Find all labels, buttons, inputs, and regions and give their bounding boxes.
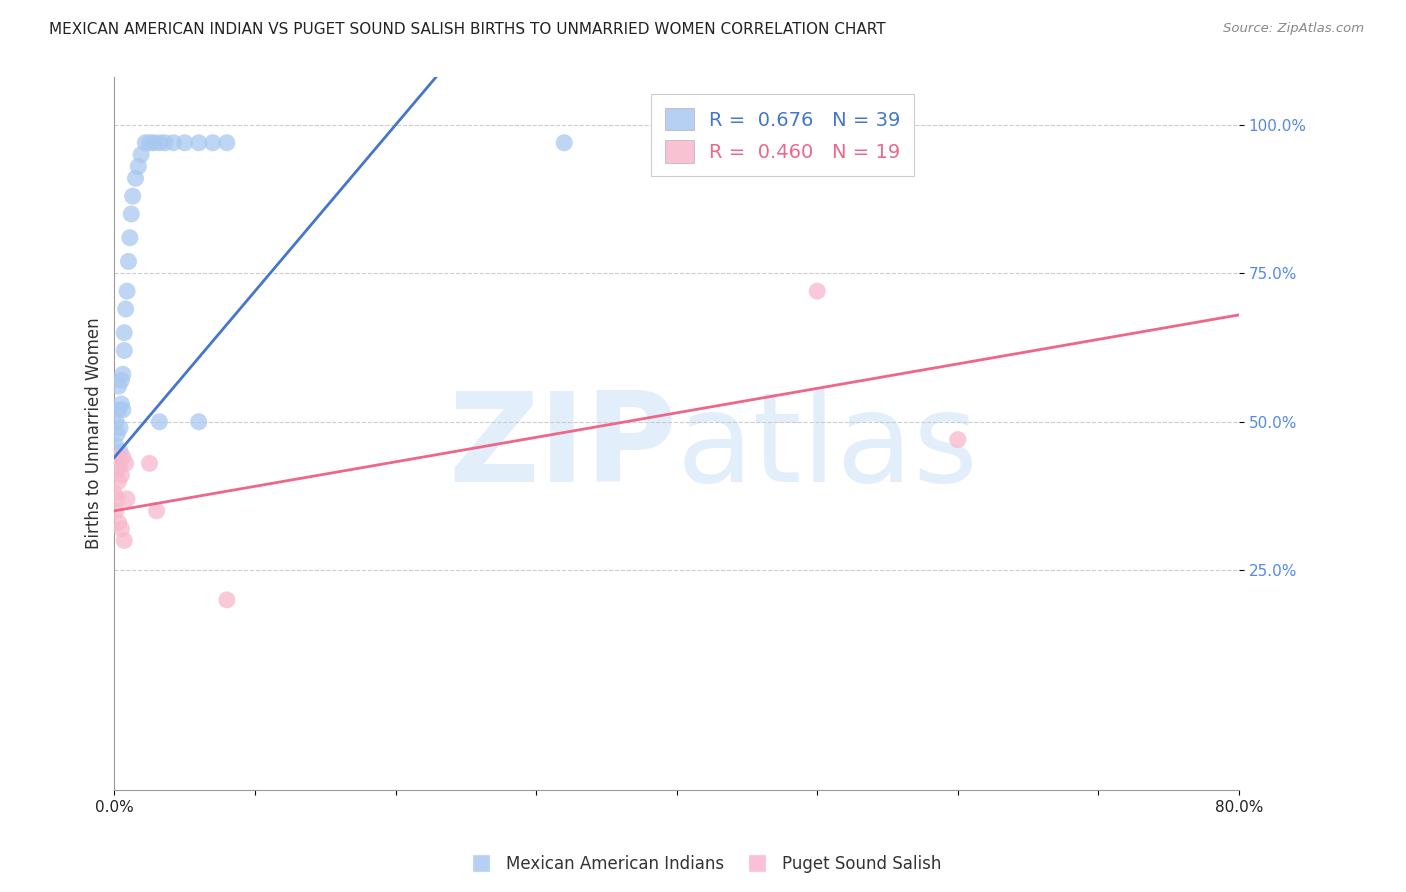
Point — [107, 379, 129, 393]
Point — [110, 468, 132, 483]
Point — [117, 254, 139, 268]
Point — [103, 450, 125, 465]
Point — [107, 450, 129, 465]
Point — [187, 415, 209, 429]
Point — [110, 397, 132, 411]
Point — [124, 171, 146, 186]
Point — [114, 456, 136, 470]
Point — [110, 373, 132, 387]
Point — [107, 516, 129, 530]
Point — [127, 160, 149, 174]
Legend: Mexican American Indians, Puget Sound Salish: Mexican American Indians, Puget Sound Sa… — [457, 848, 949, 880]
Point — [108, 444, 131, 458]
Point — [946, 433, 969, 447]
Point — [162, 136, 184, 150]
Point — [104, 415, 127, 429]
Point — [215, 592, 238, 607]
Point — [112, 343, 135, 358]
Point — [104, 504, 127, 518]
Legend: R =  0.676   N = 39, R =  0.460   N = 19: R = 0.676 N = 39, R = 0.460 N = 19 — [651, 95, 914, 176]
Text: ZIP: ZIP — [449, 387, 676, 508]
Point — [111, 403, 134, 417]
Point — [114, 301, 136, 316]
Text: Source: ZipAtlas.com: Source: ZipAtlas.com — [1223, 22, 1364, 36]
Point — [118, 231, 141, 245]
Point — [173, 136, 195, 150]
Text: MEXICAN AMERICAN INDIAN VS PUGET SOUND SALISH BIRTHS TO UNMARRIED WOMEN CORRELAT: MEXICAN AMERICAN INDIAN VS PUGET SOUND S… — [49, 22, 886, 37]
Point — [153, 136, 176, 150]
Point — [107, 403, 129, 417]
Point — [148, 136, 170, 150]
Point — [107, 474, 129, 488]
Point — [121, 189, 143, 203]
Point — [148, 415, 170, 429]
Point — [115, 491, 138, 506]
Point — [142, 136, 165, 150]
Text: atlas: atlas — [676, 387, 979, 508]
Point — [104, 462, 127, 476]
Point — [112, 326, 135, 340]
Point — [120, 207, 142, 221]
Point — [112, 533, 135, 548]
Y-axis label: Births to Unmarried Women: Births to Unmarried Women — [86, 318, 103, 549]
Point — [201, 136, 224, 150]
Point — [129, 147, 152, 161]
Point — [115, 284, 138, 298]
Point — [187, 136, 209, 150]
Point — [105, 426, 128, 441]
Point — [110, 522, 132, 536]
Point — [105, 450, 128, 465]
Point — [108, 420, 131, 434]
Point — [105, 462, 128, 476]
Point — [806, 284, 828, 298]
Point — [104, 438, 127, 452]
Point — [553, 136, 575, 150]
Point — [111, 368, 134, 382]
Point — [215, 136, 238, 150]
Point — [104, 456, 127, 470]
Point — [111, 450, 134, 465]
Point — [145, 504, 167, 518]
Point — [103, 486, 125, 500]
Point — [105, 491, 128, 506]
Point — [134, 136, 156, 150]
Point — [138, 456, 160, 470]
Point — [108, 456, 131, 470]
Point — [138, 136, 160, 150]
